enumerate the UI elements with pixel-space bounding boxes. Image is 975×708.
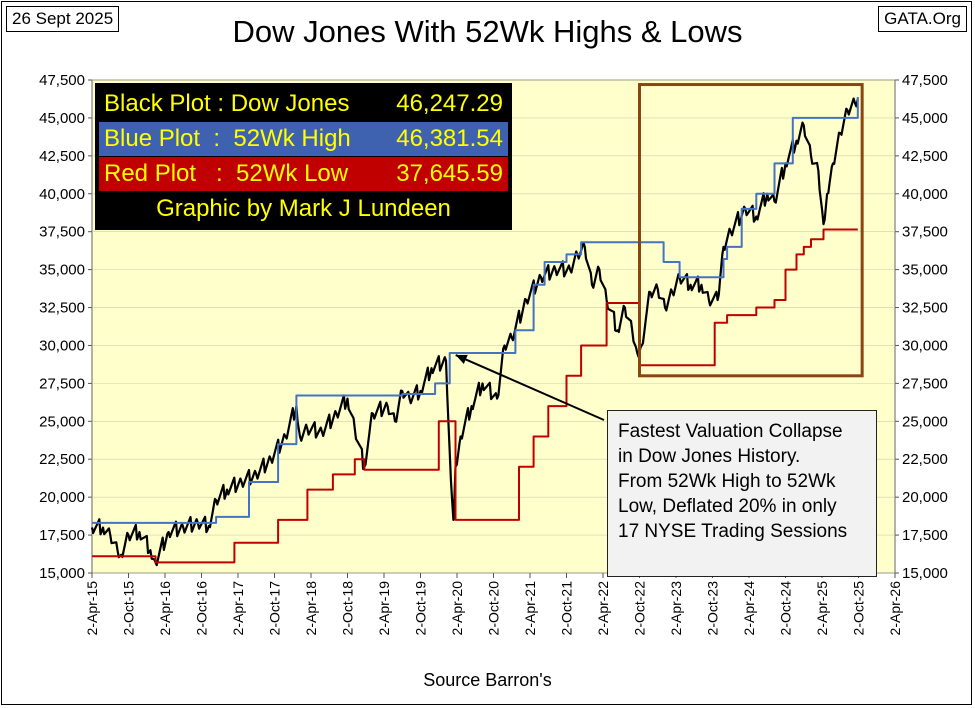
y-tick-label-left: 22,500 bbox=[39, 451, 85, 468]
y-tick-label-right: 40,000 bbox=[902, 186, 948, 203]
legend-dow-row: Black Plot : Dow Jones 46,247.29 bbox=[99, 87, 508, 121]
legend-low-value: 37,645.59 bbox=[396, 160, 503, 187]
x-tick-label: 2-Oct-25 bbox=[851, 581, 867, 636]
x-tick-label: 2-Apr-26 bbox=[887, 581, 903, 636]
y-tick-label-left: 20,000 bbox=[39, 489, 85, 506]
x-tick-label: 2-Apr-22 bbox=[595, 581, 611, 636]
x-tick-label: 2-Oct-18 bbox=[340, 581, 356, 636]
legend-dow-label: Black Plot : Dow Jones bbox=[104, 90, 350, 117]
y-tick-label-left: 45,000 bbox=[39, 110, 85, 127]
y-tick-label-left: 27,500 bbox=[39, 375, 85, 392]
y-tick-label-left: 40,000 bbox=[39, 186, 85, 203]
legend-high-label: Blue Plot : 52Wk High bbox=[104, 125, 351, 152]
y-tick-label-right: 35,000 bbox=[902, 262, 948, 279]
x-tick-label: 2-Apr-23 bbox=[668, 581, 684, 636]
y-tick-label-left: 32,500 bbox=[39, 300, 85, 317]
y-tick-label-right: 37,500 bbox=[902, 224, 948, 241]
x-tick-label: 2-Apr-21 bbox=[522, 581, 538, 636]
y-tick-label-left: 35,000 bbox=[39, 262, 85, 279]
x-tick-label: 2-Apr-20 bbox=[449, 581, 465, 636]
x-tick-label: 2-Oct-23 bbox=[705, 581, 721, 636]
date-label: 26 Sept 2025 bbox=[6, 6, 120, 32]
annotation-line: From 52Wk High to 52Wk bbox=[618, 471, 836, 492]
highlight-box bbox=[638, 83, 864, 378]
y-tick-label-right: 27,500 bbox=[902, 375, 948, 392]
y-tick-label-right: 45,000 bbox=[902, 110, 948, 127]
y-tick-label-left: 25,000 bbox=[39, 413, 85, 430]
legend-credit: Graphic by Mark J Lundeen bbox=[99, 192, 508, 226]
legend-high-row: Blue Plot : 52Wk High 46,381.54 bbox=[99, 122, 508, 156]
y-tick-label-left: 15,000 bbox=[39, 565, 85, 582]
legend-low-row: Red Plot : 52Wk Low 37,645.59 bbox=[99, 157, 508, 191]
x-tick-label: 2-Oct-16 bbox=[194, 581, 210, 636]
y-tick-label-right: 25,000 bbox=[902, 413, 948, 430]
52wk-high-line bbox=[92, 97, 859, 524]
y-tick-label-left: 37,500 bbox=[39, 224, 85, 241]
y-tick-label-left: 17,500 bbox=[39, 527, 85, 544]
x-tick-label: 2-Apr-15 bbox=[84, 581, 100, 636]
x-tick-label: 2-Apr-19 bbox=[376, 581, 392, 636]
x-tick-label: 2-Apr-18 bbox=[303, 581, 319, 636]
x-tick-label: 2-Apr-17 bbox=[230, 581, 246, 636]
y-tick-label-left: 42,500 bbox=[39, 148, 85, 165]
x-tick-label: 2-Oct-19 bbox=[413, 581, 429, 636]
y-tick-label-right: 47,500 bbox=[902, 72, 948, 89]
annotation-line: 17 NYSE Trading Sessions bbox=[618, 521, 848, 542]
legend-low-label: Red Plot : 52Wk Low bbox=[104, 160, 349, 187]
legend-high-value: 46,381.54 bbox=[396, 125, 503, 152]
annotation-line: in Dow Jones History. bbox=[618, 446, 801, 467]
x-axis-source-label: Source Barron's bbox=[423, 670, 552, 690]
site-label: GATA.Org bbox=[878, 6, 967, 32]
y-tick-label-left: 47,500 bbox=[39, 72, 85, 89]
y-tick-label-right: 30,000 bbox=[902, 337, 948, 354]
52wk-low-line bbox=[92, 228, 858, 564]
x-tick-label: 2-Oct-15 bbox=[121, 581, 137, 636]
y-tick-label-right: 17,500 bbox=[902, 527, 948, 544]
x-tick-label: 2-Apr-24 bbox=[741, 581, 757, 636]
x-tick-label: 2-Oct-22 bbox=[632, 581, 648, 636]
annotation-arrow-line bbox=[455, 354, 605, 421]
x-tick-label: 2-Apr-16 bbox=[157, 581, 173, 636]
y-tick-label-right: 32,500 bbox=[902, 300, 948, 317]
annotation-box: Fastest Valuation Collapse in Dow Jones … bbox=[607, 410, 877, 577]
x-tick-label: 2-Oct-21 bbox=[559, 581, 575, 636]
x-tick-label: 2-Oct-20 bbox=[486, 581, 502, 636]
y-tick-label-right: 22,500 bbox=[902, 451, 948, 468]
y-tick-label-left: 30,000 bbox=[39, 337, 85, 354]
x-tick-label: 2-Oct-24 bbox=[778, 581, 794, 636]
annotation-line: Low, Deflated 20% in only bbox=[618, 496, 837, 517]
annotation-arrow-head bbox=[455, 354, 468, 365]
legend-panel: Black Plot : Dow Jones 46,247.29 Blue Pl… bbox=[95, 83, 512, 230]
x-tick-label: 2-Apr-25 bbox=[814, 581, 830, 636]
y-tick-label-right: 20,000 bbox=[902, 489, 948, 506]
chart-title: Dow Jones With 52Wk Highs & Lows bbox=[232, 14, 743, 49]
y-tick-label-right: 42,500 bbox=[902, 148, 948, 165]
legend-dow-value: 46,247.29 bbox=[396, 90, 503, 117]
y-tick-label-right: 15,000 bbox=[902, 565, 948, 582]
dow-jones-line bbox=[90, 97, 859, 567]
annotation-line: Fastest Valuation Collapse bbox=[618, 421, 843, 442]
x-tick-label: 2-Oct-17 bbox=[267, 581, 283, 636]
